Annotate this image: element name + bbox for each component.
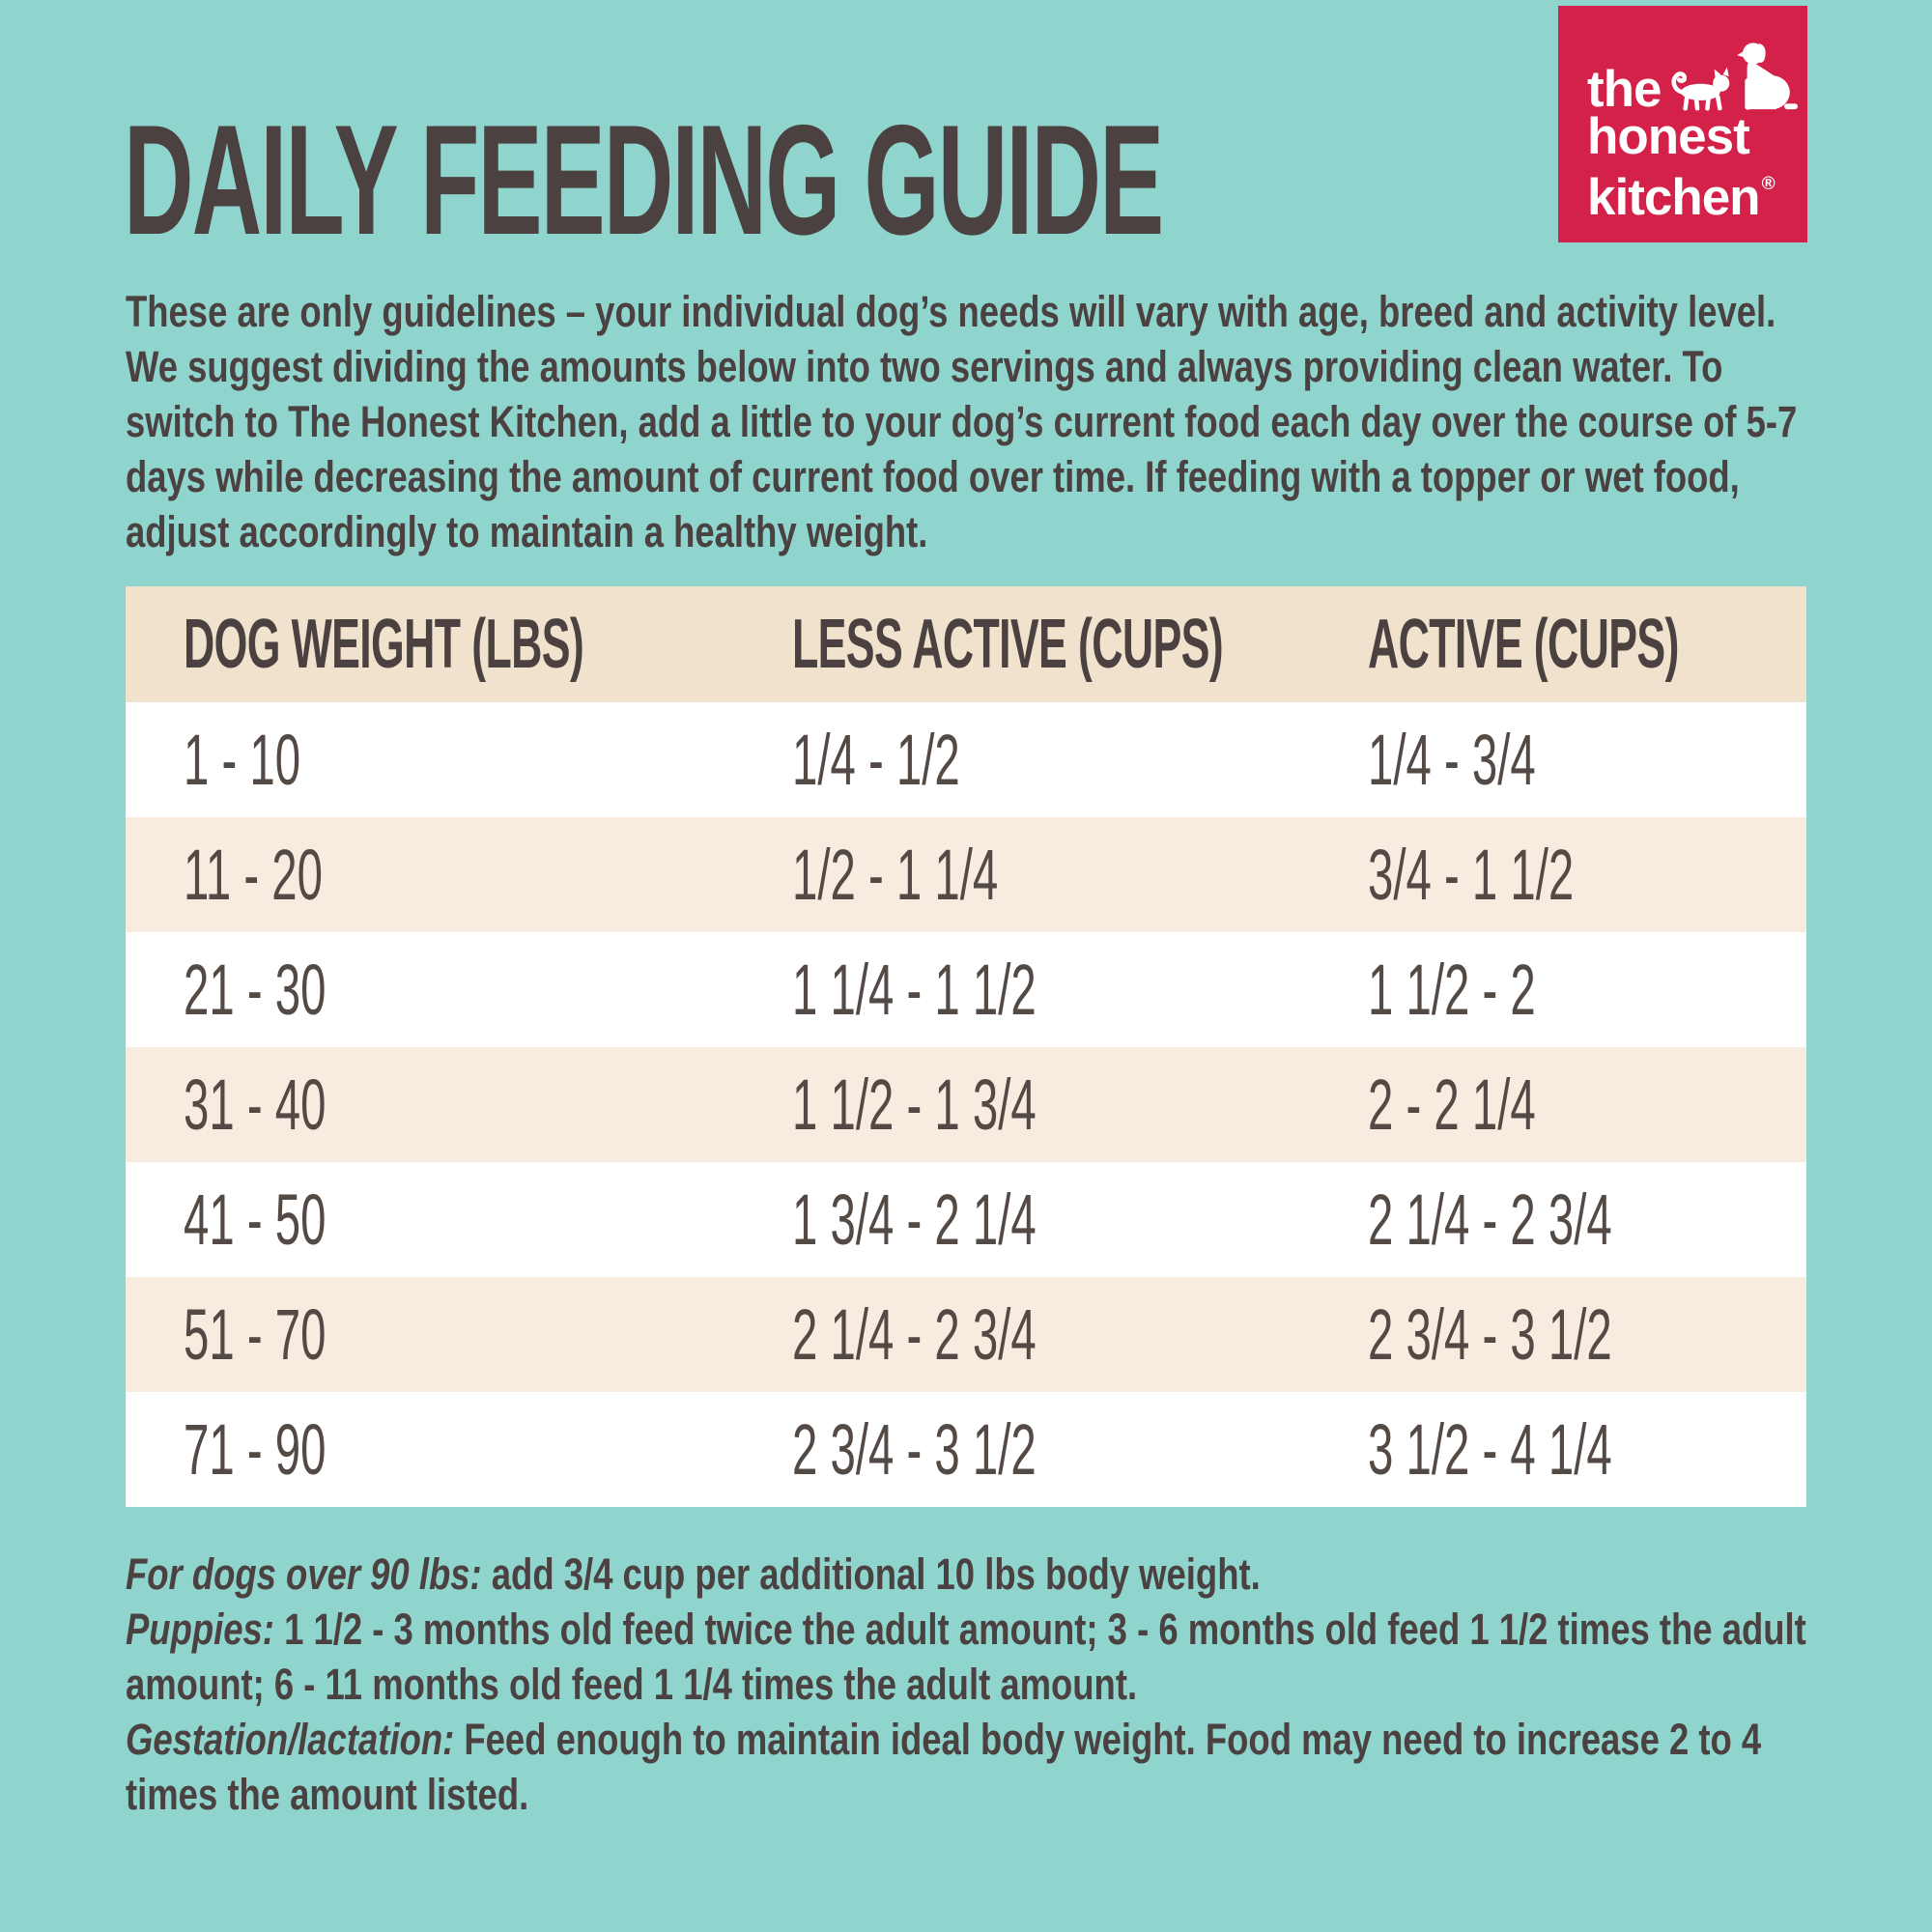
cell-less-active: 1 1/2 - 1 3/4 <box>792 1064 1368 1146</box>
logo-word-honest: honest <box>1587 108 1750 165</box>
table-row: 31 - 40 1 1/2 - 1 3/4 2 - 2 1/4 <box>126 1047 1806 1162</box>
note-puppies: Puppies: 1 1/2 - 3 months old feed twice… <box>126 1602 1808 1712</box>
cell-less-active: 1 1/4 - 1 1/2 <box>792 949 1368 1031</box>
column-header-dog-weight: DOG WEIGHT (LBS) <box>126 605 792 684</box>
cell-active: 2 1/4 - 2 3/4 <box>1368 1179 1806 1261</box>
cell-less-active: 1/4 - 1/2 <box>792 719 1368 801</box>
note-label: Gestation/lactation: <box>126 1715 455 1764</box>
less-active-value: 1 1/4 - 1 1/2 <box>792 950 1037 1030</box>
column-header-label: ACTIVE (CUPS) <box>1368 606 1679 683</box>
active-value: 1 1/2 - 2 <box>1368 950 1536 1030</box>
weight-value: 11 - 20 <box>184 835 323 915</box>
less-active-value: 1 1/2 - 1 3/4 <box>792 1065 1037 1145</box>
logo-word-the: the <box>1587 61 1662 118</box>
weight-value: 21 - 30 <box>184 950 327 1030</box>
active-value: 3/4 - 1 1/2 <box>1368 835 1575 915</box>
cell-less-active: 2 3/4 - 3 1/2 <box>792 1408 1368 1491</box>
cell-less-active: 1 3/4 - 2 1/4 <box>792 1179 1368 1261</box>
active-value: 2 - 2 1/4 <box>1368 1065 1536 1145</box>
weight-value: 1 - 10 <box>184 720 301 800</box>
active-value: 3 1/2 - 4 1/4 <box>1368 1409 1612 1490</box>
column-header-label: DOG WEIGHT (LBS) <box>184 606 584 683</box>
column-header-active: ACTIVE (CUPS) <box>1368 605 1806 684</box>
table-row: 1 - 10 1/4 - 1/2 1/4 - 3/4 <box>126 702 1806 817</box>
cell-weight: 41 - 50 <box>126 1179 792 1261</box>
logo-word-kitchen-text: kitchen <box>1587 169 1761 226</box>
cell-weight: 51 - 70 <box>126 1293 792 1376</box>
less-active-value: 1/2 - 1 1/4 <box>792 835 999 915</box>
note-label: Puppies: <box>126 1605 274 1654</box>
table-row: 71 - 90 2 3/4 - 3 1/2 3 1/2 - 4 1/4 <box>126 1392 1806 1507</box>
cell-active: 3/4 - 1 1/2 <box>1368 834 1806 916</box>
column-header-less-active: LESS ACTIVE (CUPS) <box>792 605 1368 684</box>
cell-weight: 31 - 40 <box>126 1064 792 1146</box>
table-header-row: DOG WEIGHT (LBS) LESS ACTIVE (CUPS) ACTI… <box>126 586 1806 702</box>
registered-trademark: ® <box>1761 174 1776 194</box>
table-row: 41 - 50 1 3/4 - 2 1/4 2 1/4 - 2 3/4 <box>126 1162 1806 1277</box>
intro-paragraph: These are only guidelines – your individ… <box>126 287 1798 556</box>
cell-weight: 1 - 10 <box>126 719 792 801</box>
weight-value: 41 - 50 <box>184 1179 327 1260</box>
note-text: 1 1/2 - 3 months old feed twice the adul… <box>126 1605 1806 1709</box>
weight-value: 51 - 70 <box>184 1294 327 1375</box>
feeding-table: DOG WEIGHT (LBS) LESS ACTIVE (CUPS) ACTI… <box>126 586 1806 1507</box>
less-active-value: 1/4 - 1/2 <box>792 720 960 800</box>
page-title: DAILY FEEDING GUIDE <box>124 93 1164 268</box>
cell-active: 2 - 2 1/4 <box>1368 1064 1806 1146</box>
cell-active: 3 1/2 - 4 1/4 <box>1368 1408 1806 1491</box>
cell-weight: 71 - 90 <box>126 1408 792 1491</box>
logo-word-kitchen: kitchen ® <box>1587 160 1807 223</box>
active-value: 2 1/4 - 2 3/4 <box>1368 1179 1612 1260</box>
weight-value: 71 - 90 <box>184 1409 327 1490</box>
cell-less-active: 1/2 - 1 1/4 <box>792 834 1368 916</box>
table-row: 51 - 70 2 1/4 - 2 3/4 2 3/4 - 3 1/2 <box>126 1277 1806 1392</box>
cell-less-active: 2 1/4 - 2 3/4 <box>792 1293 1368 1376</box>
column-header-label: LESS ACTIVE (CUPS) <box>792 606 1224 683</box>
cell-active: 1 1/2 - 2 <box>1368 949 1806 1031</box>
cell-active: 2 3/4 - 3 1/2 <box>1368 1293 1806 1376</box>
cell-weight: 21 - 30 <box>126 949 792 1031</box>
table-row: 11 - 20 1/2 - 1 1/4 3/4 - 1 1/2 <box>126 817 1806 932</box>
table-row: 21 - 30 1 1/4 - 1 1/2 1 1/2 - 2 <box>126 932 1806 1047</box>
cell-active: 1/4 - 3/4 <box>1368 719 1806 801</box>
note-label: For dogs over 90 lbs: <box>126 1549 482 1599</box>
note-text: add 3/4 cup per additional 10 lbs body w… <box>491 1549 1261 1599</box>
active-value: 2 3/4 - 3 1/2 <box>1368 1294 1612 1375</box>
less-active-value: 1 3/4 - 2 1/4 <box>792 1179 1037 1260</box>
note-over-90-lbs: For dogs over 90 lbs: add 3/4 cup per ad… <box>126 1547 1808 1602</box>
brand-logo: the honest kitchen ® <box>1558 6 1807 242</box>
cat-icon <box>1671 67 1730 111</box>
note-text: Feed enough to maintain ideal body weigh… <box>126 1715 1762 1819</box>
less-active-value: 2 1/4 - 2 3/4 <box>792 1294 1037 1375</box>
dog-icon <box>1737 43 1798 110</box>
page-title-wrap: DAILY FEEDING GUIDE <box>124 102 1799 259</box>
note-gestation-lactation: Gestation/lactation: Feed enough to main… <box>126 1712 1808 1822</box>
table-body: 1 - 10 1/4 - 1/2 1/4 - 3/4 11 - 20 1/2 -… <box>126 702 1806 1507</box>
less-active-value: 2 3/4 - 3 1/2 <box>792 1409 1037 1490</box>
cell-weight: 11 - 20 <box>126 834 792 916</box>
active-value: 1/4 - 3/4 <box>1368 720 1536 800</box>
footer-notes: For dogs over 90 lbs: add 3/4 cup per ad… <box>126 1547 1808 1822</box>
weight-value: 31 - 40 <box>184 1065 327 1145</box>
